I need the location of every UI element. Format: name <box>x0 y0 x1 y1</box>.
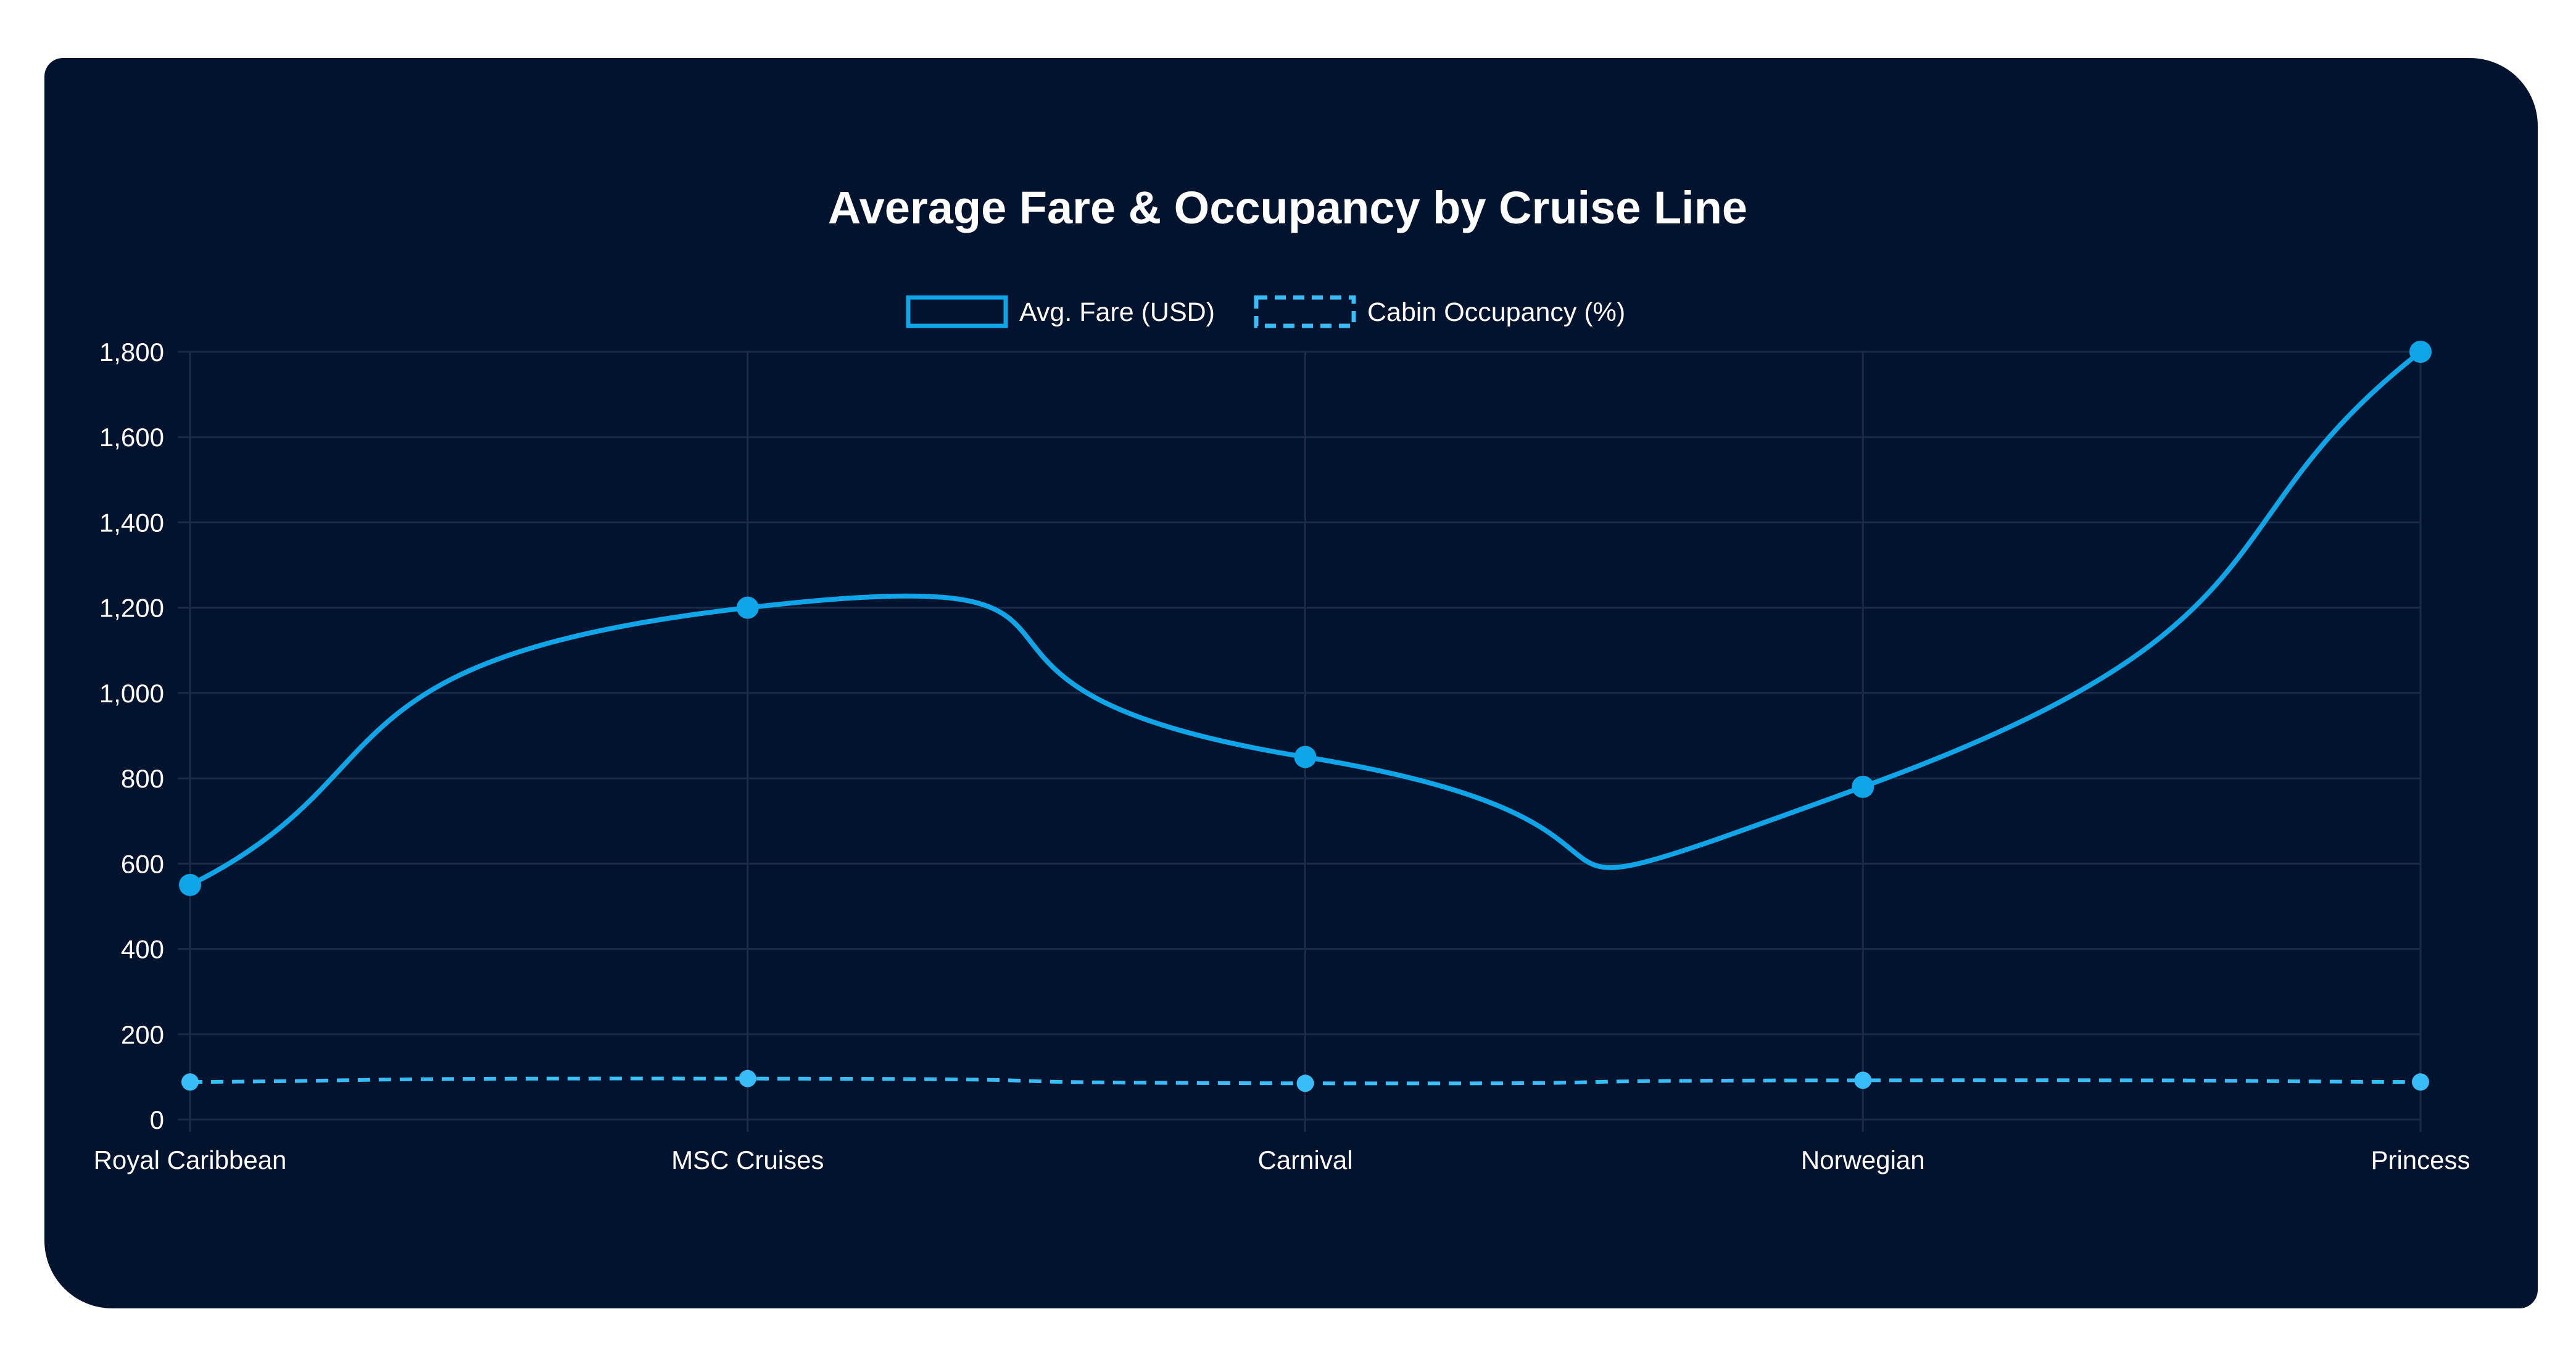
data-point <box>1852 775 1874 798</box>
y-tick-label: 1,800 <box>99 338 164 367</box>
legend-label: Cabin Occupancy (%) <box>1367 297 1625 327</box>
y-tick-label: 800 <box>121 764 164 793</box>
data-point <box>1296 1074 1314 1092</box>
data-point <box>181 1073 199 1091</box>
data-point <box>2409 341 2432 363</box>
data-point <box>179 873 201 896</box>
data-point <box>1854 1071 1872 1089</box>
y-tick-label: 600 <box>121 849 164 878</box>
legend-swatch-0 <box>906 295 1008 328</box>
y-tick-label: 1,400 <box>99 508 164 537</box>
x-tick-label: Carnival <box>1257 1145 1352 1174</box>
x-tick-label: Norwegian <box>1801 1145 1925 1174</box>
x-tick-label: MSC Cruises <box>671 1145 824 1174</box>
data-point <box>739 1070 756 1087</box>
legend-label: Avg. Fare (USD) <box>1019 297 1215 327</box>
chart-card <box>44 58 2538 1308</box>
y-tick-label: 200 <box>121 1020 164 1049</box>
legend[interactable]: Avg. Fare (USD) Cabin Occupancy (%) <box>906 295 1625 328</box>
chart-title: Average Fare & Occupancy by Cruise Line <box>828 182 1747 233</box>
x-tick-label: Royal Caribbean <box>94 1145 287 1174</box>
y-tick-label: 1,000 <box>99 679 164 708</box>
x-tick-label: Princess <box>2371 1145 2470 1174</box>
legend-swatch-1 <box>1254 295 1356 328</box>
data-point <box>736 596 759 619</box>
y-tick-label: 1,200 <box>99 594 164 623</box>
y-tick-label: 400 <box>121 935 164 964</box>
y-tick-label: 1,600 <box>99 423 164 452</box>
y-tick-label: 0 <box>150 1105 164 1134</box>
data-point <box>2412 1073 2429 1091</box>
data-point <box>1294 746 1317 768</box>
